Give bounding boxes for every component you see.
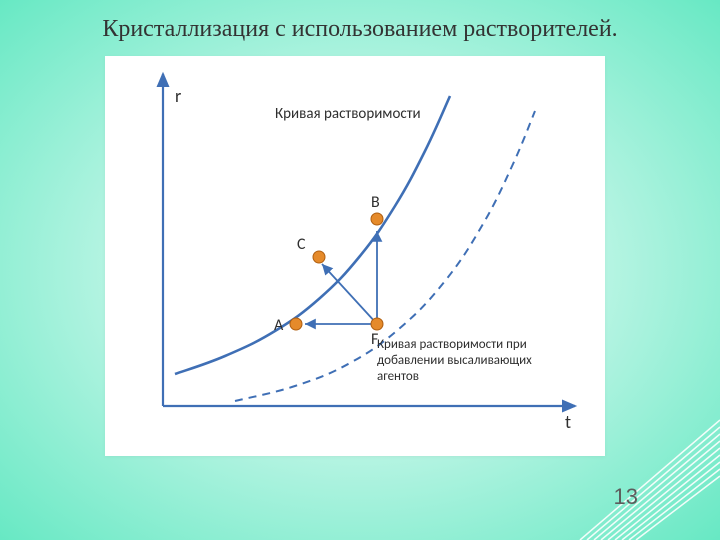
slide-root: Кристаллизация с использованием раствори… xyxy=(0,0,720,540)
point-f xyxy=(371,318,383,330)
chart-frame: r t FABC Кривая растворимости Кривая рас… xyxy=(105,56,605,456)
salting-curve-label-line: Кривая растворимости при xyxy=(377,337,527,352)
point-a xyxy=(290,318,302,330)
point-b xyxy=(371,213,383,225)
corner-decor-lines xyxy=(550,410,720,540)
point-label-b: B xyxy=(371,193,380,212)
salting-curve-label-line: агентов xyxy=(377,369,419,384)
salting-curve-label-line: добавлении высаливающих xyxy=(377,353,532,368)
salting-curve-label: Кривая растворимости придобавлении высал… xyxy=(377,337,532,384)
process-arrow xyxy=(322,264,377,324)
solubility-chart: r t FABC Кривая растворимости Кривая рас… xyxy=(105,56,605,456)
axes: r t xyxy=(163,74,575,433)
decor-line xyxy=(636,476,720,540)
page-number: 13 xyxy=(614,484,638,510)
point-c xyxy=(313,251,325,263)
solubility-curve xyxy=(175,96,450,374)
point-label-a: A xyxy=(274,316,284,335)
decor-line xyxy=(587,427,720,540)
decor-line xyxy=(580,420,720,540)
point-label-c: C xyxy=(297,235,306,254)
y-axis-label: r xyxy=(175,85,181,107)
solubility-curve-label: Кривая растворимости xyxy=(275,105,421,123)
slide-title: Кристаллизация с использованием раствори… xyxy=(0,16,720,43)
